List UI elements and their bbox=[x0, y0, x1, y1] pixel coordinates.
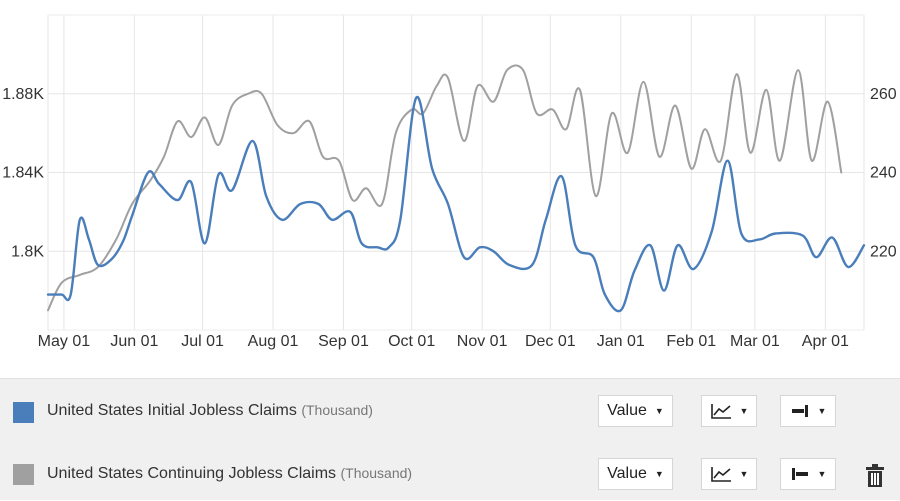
axis-right-icon bbox=[791, 405, 808, 417]
series-line-initial-claims bbox=[46, 95, 866, 313]
value-dropdown-label: Value bbox=[607, 465, 647, 482]
series-name-initial-claims: United States Initial Jobless Claims (Th… bbox=[47, 402, 373, 420]
y-tick-label-right: 240 bbox=[870, 165, 897, 182]
x-tick-label: Feb 01 bbox=[666, 333, 716, 350]
y-tick-label-right: 260 bbox=[870, 86, 897, 103]
x-tick-label: Dec 01 bbox=[525, 333, 576, 350]
series-swatch-initial-claims bbox=[13, 402, 34, 423]
line-chart-icon bbox=[710, 404, 731, 419]
caret-down-icon: ▼ bbox=[654, 469, 664, 479]
axis-dropdown-initial-claims[interactable]: ▼ bbox=[780, 395, 836, 427]
x-tick-label: Apr 01 bbox=[802, 333, 849, 350]
value-dropdown-label: Value bbox=[607, 402, 647, 419]
caret-down-icon: ▼ bbox=[817, 406, 827, 416]
x-tick-label: Nov 01 bbox=[457, 333, 508, 350]
line-chart-icon bbox=[710, 467, 731, 482]
legend-row-continuing-claims: United States Continuing Jobless Claims … bbox=[0, 451, 900, 501]
series-label-continuing-claims: United States Continuing Jobless Claims bbox=[47, 465, 337, 482]
series-name-continuing-claims: United States Continuing Jobless Claims … bbox=[47, 465, 412, 483]
value-dropdown-initial-claims[interactable]: Value ▼ bbox=[598, 395, 673, 427]
delete-series-button[interactable] bbox=[864, 464, 886, 488]
series-unit-continuing-claims: (Thousand) bbox=[340, 465, 413, 481]
chart-area: May 01 Jun 01 Jul 01 Aug 01 Sep 01 Oct 01 Nov … bbox=[2, 14, 897, 350]
x-tick-label: Oct 01 bbox=[388, 333, 435, 350]
x-tick-label: Aug 01 bbox=[248, 333, 299, 350]
series-unit-initial-claims: (Thousand) bbox=[301, 402, 373, 418]
y-tick-label-left: 1.84K bbox=[2, 165, 44, 182]
caret-down-icon: ▼ bbox=[739, 469, 749, 479]
caret-down-icon: ▼ bbox=[654, 406, 664, 416]
x-tick-label: May 01 bbox=[38, 333, 91, 350]
legend-row-initial-claims: United States Initial Jobless Claims (Th… bbox=[0, 387, 900, 437]
y-tick-label-right: 220 bbox=[870, 243, 897, 260]
series-swatch-continuing-claims bbox=[13, 464, 34, 485]
caret-down-icon: ▼ bbox=[739, 406, 749, 416]
axis-dropdown-continuing-claims[interactable]: ▼ bbox=[780, 458, 836, 490]
axis-left-icon bbox=[791, 468, 808, 480]
chart-type-dropdown-continuing-claims[interactable]: ▼ bbox=[701, 458, 757, 490]
x-tick-label: Jul 01 bbox=[181, 333, 224, 350]
line-chart: May 01 Jun 01 Jul 01 Aug 01 Sep 01 Oct 01 Nov … bbox=[2, 14, 897, 350]
chart-type-dropdown-initial-claims[interactable]: ▼ bbox=[701, 395, 757, 427]
series-line-continuing-claims bbox=[47, 64, 843, 312]
series-label-initial-claims: United States Initial Jobless Claims bbox=[47, 402, 297, 419]
trash-icon bbox=[866, 464, 884, 487]
value-dropdown-continuing-claims[interactable]: Value ▼ bbox=[598, 458, 673, 490]
legend-panel: United States Initial Jobless Claims (Th… bbox=[0, 378, 900, 500]
x-tick-label: Sep 01 bbox=[318, 333, 369, 350]
x-tick-label: Jan 01 bbox=[597, 333, 645, 350]
y-tick-label-left: 1.88K bbox=[2, 86, 44, 103]
x-tick-label: Mar 01 bbox=[730, 333, 780, 350]
caret-down-icon: ▼ bbox=[817, 469, 827, 479]
y-tick-label-left: 1.8K bbox=[11, 243, 44, 260]
x-tick-label: Jun 01 bbox=[110, 333, 158, 350]
